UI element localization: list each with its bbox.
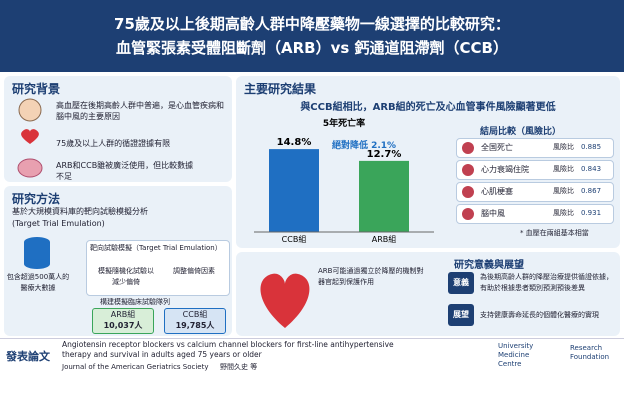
bar: [269, 149, 319, 232]
footer-label: 發表論文: [6, 350, 50, 363]
tte-title: 靶向試驗模擬（Target Trial Emulation）: [90, 244, 222, 252]
title-line: 血管緊張素受體阻斷劑（ARB）vs 鈣通道阻滯劑（CCB）: [116, 39, 508, 57]
mechanism: ARB可能通過獨立於降壓的機制對器官起到保護作用: [318, 267, 424, 286]
header: 75歲及以上後期高齡人群中降壓藥物一線選擇的比較研究： 血管緊張素受體阻斷劑（A…: [0, 0, 624, 72]
hr-value: 0.885: [581, 143, 602, 151]
methods-subtitle-en: (Target Trial Emulation): [12, 219, 105, 228]
hr-value: 0.867: [581, 187, 602, 195]
outcome-row: 心肌梗塞 風險比 0.867: [456, 182, 614, 202]
value-label: 12.7%: [367, 149, 402, 160]
hr-label: 風險比: [553, 143, 574, 151]
hr-label: 風險比: [553, 209, 574, 217]
hr-value: 0.843: [581, 165, 602, 173]
outcome-name: 心力衰竭住院: [481, 165, 529, 174]
chart: 5年死亡率 絕對降低 2.1% 14.8% CCB組 12.7% ARB組: [254, 117, 434, 244]
results-summary: 與CCB組相比，ARB組的死亡及心血管事件風險顯著更低: [300, 102, 556, 113]
tte-item: 模擬隨機化試驗以減少偏倚: [98, 267, 154, 286]
outcome-name: 心肌梗塞: [481, 187, 513, 196]
database-label: 包含超過500萬人的醫療大數據: [6, 273, 70, 292]
group-box: ARB組 10,037人: [92, 308, 154, 334]
outcome-icon: [462, 164, 474, 176]
logo: Research Foundation: [570, 344, 610, 361]
section-title: 主要研究結果: [244, 82, 317, 96]
group-name: CCB組: [182, 310, 208, 319]
organ-icons: [260, 273, 310, 328]
annotation: 絕對降低 2.1%: [332, 139, 396, 151]
cohort-label: 構建模擬臨床試驗隊列: [100, 298, 170, 306]
tag: 展望: [448, 304, 474, 326]
tte-item: 調整偏倚因素: [173, 267, 215, 275]
hr-value: 0.931: [581, 209, 602, 217]
paper-title: Angiotensin receptor blockers vs calcium…: [62, 340, 394, 359]
outcome-icon: [462, 186, 474, 198]
outcome-name: 全国死亡: [481, 143, 513, 152]
logo: University Medicine Centre: [498, 342, 534, 368]
bar: [359, 160, 409, 232]
significance-text: 為後期高齡人群的降壓治療提供循證依據，有助於根據患者類別預測預後差異: [480, 273, 613, 292]
outcome-row: 全国死亡 風險比 0.885: [456, 138, 614, 158]
tte-box: [86, 240, 230, 296]
background-item: 75歲及以上人群的循證證據有限: [56, 139, 171, 148]
outcome-icon: [462, 142, 474, 154]
database-icon: [24, 237, 50, 269]
chart-title: 5年死亡率: [323, 117, 365, 129]
outcomes-title: 結局比較（風險比）: [480, 127, 562, 137]
outcome-name: 腦中風: [481, 209, 505, 218]
note: * 血壓在兩組基本相當: [520, 229, 589, 237]
icons: [17, 98, 43, 178]
background-item: ARB和CCB雖被廣泛使用，但比較數據不足: [56, 161, 194, 181]
significance-text: 支持健康壽命延長的個體化醫療的實現: [480, 311, 599, 319]
outcome-row: 腦中風 風險比 0.931: [456, 204, 614, 224]
background-panel: [4, 76, 232, 182]
tag: 意義: [448, 272, 474, 294]
group-name: ARB組: [110, 310, 136, 319]
authors: 野間久史 等: [220, 363, 258, 371]
divider: [0, 338, 624, 339]
group-count: 19,785人: [175, 321, 215, 330]
hr-label: 風險比: [553, 165, 574, 173]
section-title: 研究背景: [12, 82, 61, 96]
group-count: 10,037人: [103, 321, 143, 330]
value-label: 14.8%: [277, 137, 312, 148]
outcome-row: 心力衰竭住院 風險比 0.843: [456, 160, 614, 180]
section-title: 研究方法: [12, 192, 61, 206]
hr-label: 風險比: [553, 187, 574, 195]
group-box: CCB組 19,785人: [164, 308, 226, 334]
title-line: 75歲及以上後期高齡人群中降壓藥物一線選擇的比較研究：: [114, 15, 510, 33]
methods-subtitle: 基於大規模資料庫的靶向試驗模擬分析: [12, 207, 148, 216]
outcome-icon: [462, 208, 474, 220]
background-item: 高血壓在後期高齡人群中普遍，是心血管疾病和腦中風的主要原因: [56, 101, 224, 121]
x-tick-label: ARB組: [372, 234, 397, 244]
journal: Journal of the American Geriatrics Socie…: [62, 363, 209, 371]
x-tick-label: CCB組: [282, 234, 307, 244]
section-title: 研究意義與展望: [454, 260, 524, 271]
